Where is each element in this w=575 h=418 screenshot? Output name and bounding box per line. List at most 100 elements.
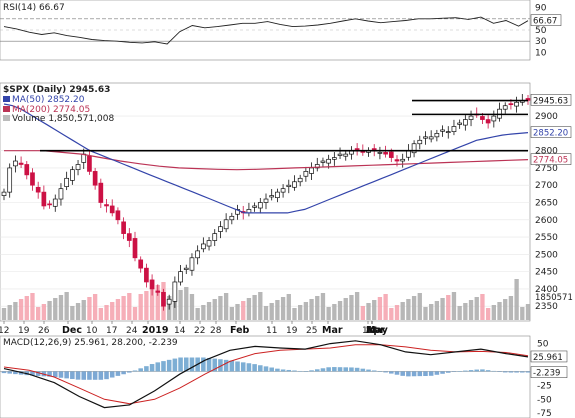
volume-bar	[366, 303, 371, 320]
candle-body	[18, 162, 24, 165]
macd-histogram-bar	[332, 367, 337, 372]
volume-bar	[81, 300, 86, 320]
candle-body	[428, 136, 434, 140]
rsi-tick-label: 30	[535, 37, 547, 47]
macd-histogram-bar	[297, 370, 303, 372]
macd-histogram-bar	[87, 371, 92, 380]
rsi-tick-label: 90	[535, 4, 547, 14]
volume-bars	[1, 279, 531, 320]
volume-bar	[47, 301, 52, 320]
macd-histogram-bar	[389, 371, 394, 374]
price-tick-label: 2800	[535, 147, 558, 157]
macd-histogram-bar	[440, 371, 445, 374]
candle-body	[155, 290, 161, 293]
macd-histogram-bar	[463, 370, 468, 372]
volume-bar	[149, 288, 155, 320]
horizontal-lines	[40, 99, 528, 152]
volume-bar	[206, 302, 212, 320]
macd-histogram-bar	[417, 371, 423, 377]
volume-bar	[115, 299, 121, 320]
candle-body	[35, 186, 41, 193]
macd-histogram-bar	[502, 371, 508, 373]
volume-bar	[354, 292, 360, 320]
volume-bar	[298, 305, 303, 320]
macd-histogram-bar	[109, 371, 115, 378]
volume-bar	[144, 291, 149, 320]
x-tick-label: Apr	[366, 325, 385, 336]
macd-histogram-bar	[520, 371, 525, 373]
x-tick-label: 25	[366, 326, 377, 336]
macd-histogram-bar	[246, 363, 252, 372]
macd-last-label: 25.961	[533, 353, 563, 363]
x-tick-label: 12	[0, 326, 9, 336]
macd-histogram-bar	[326, 367, 331, 372]
macd-histogram-bar	[7, 371, 12, 374]
macd-histogram-bar	[144, 366, 149, 372]
volume-legend: Volume 1,850,571,008	[12, 114, 114, 124]
macd-histogram-bar	[161, 361, 166, 372]
macd-histogram-bar	[377, 371, 383, 372]
volume-bar	[110, 302, 115, 320]
candle-body	[332, 157, 337, 160]
rsi-tick-label: 10	[535, 48, 547, 58]
macd-histogram-bar	[337, 367, 343, 372]
macd-histogram-bar	[155, 362, 161, 372]
candle-body	[70, 169, 75, 181]
macd-histogram-bar	[35, 371, 41, 376]
volume-bar	[184, 287, 189, 320]
volume-bar	[332, 304, 337, 320]
macd-histogram-bar	[52, 371, 58, 378]
candle-body	[377, 152, 383, 154]
candle-body	[206, 240, 212, 247]
candle-body	[280, 188, 286, 193]
candle-body	[132, 238, 138, 259]
price-tick-label: 2500	[535, 250, 558, 260]
candle-body	[201, 243, 206, 250]
macd-tick-label: -50	[537, 395, 552, 405]
candle-body	[257, 202, 263, 209]
volume-bar	[525, 304, 531, 320]
macd-histogram-bar	[411, 371, 417, 377]
macd-histogram-bar	[508, 371, 514, 373]
macd-histogram-bar	[127, 371, 132, 373]
x-tick-label: 15	[366, 326, 377, 336]
hist-last-box	[530, 366, 568, 378]
candle-body	[292, 181, 297, 188]
ma50-legend: MA(50) 2852.20	[12, 95, 85, 105]
volume-bar	[315, 296, 320, 320]
macd-histogram-bar	[286, 369, 292, 372]
volume-bar	[474, 297, 479, 320]
macd-histogram-bar	[47, 371, 52, 377]
volume-bar	[520, 307, 525, 320]
candle-body	[24, 164, 30, 176]
macd-histogram-bar	[212, 358, 218, 372]
candle-body	[98, 182, 104, 203]
macd-last-box	[530, 350, 568, 363]
price-tick-label: 2350	[535, 302, 558, 312]
x-tick-label: 14	[174, 326, 186, 336]
volume-bar	[138, 294, 143, 320]
macd-histogram-bar	[58, 371, 64, 378]
macd-histogram-bar	[485, 370, 491, 372]
candle-body	[406, 150, 411, 158]
macd-histogram-bar	[360, 368, 366, 372]
macd-histogram-bar	[13, 371, 18, 375]
candle-body	[58, 188, 64, 200]
candle-body	[411, 143, 417, 154]
candle-body	[1, 191, 7, 196]
volume-bar	[508, 296, 514, 320]
macd-histogram-bar	[104, 371, 109, 380]
volume-bar	[491, 305, 496, 320]
x-tick-label: 8	[366, 326, 372, 336]
candle-body	[343, 153, 349, 157]
candle-body	[92, 171, 98, 186]
candle-body	[463, 119, 468, 126]
volume-last-label: 1850571	[535, 293, 573, 303]
macd-histogram-bar	[303, 371, 309, 372]
macd-histogram-bar	[149, 364, 155, 372]
candle-body	[388, 151, 394, 158]
macd-histogram-bar	[451, 371, 457, 372]
price-tick-label: 2600	[535, 216, 558, 226]
macd-histogram-bar	[258, 365, 263, 372]
x-tick-label: 28	[210, 326, 222, 336]
